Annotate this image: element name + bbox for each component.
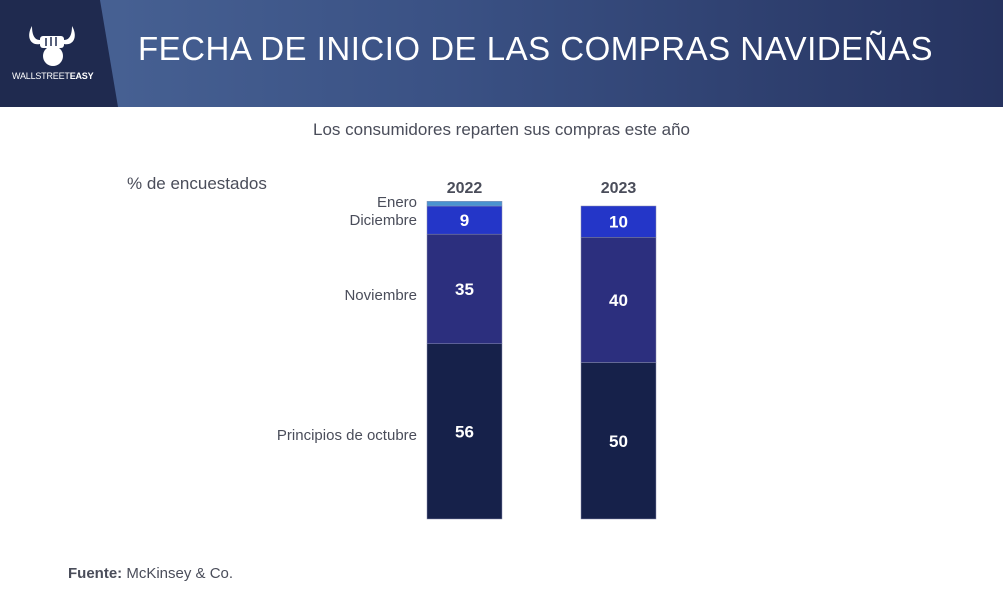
data-label: 10	[609, 213, 628, 232]
series-label: Principios de octubre	[277, 427, 417, 444]
y-axis-label: % de encuestados	[127, 174, 267, 193]
logo-text: WALLSTREETEASY	[12, 71, 94, 81]
bar-segment-2022-principios-de-octubre	[426, 343, 503, 520]
bull-fist-icon	[29, 26, 75, 66]
data-label: 56	[455, 422, 474, 441]
source-label: Fuente:	[68, 565, 123, 582]
logo: WALLSTREETEASY	[0, 0, 118, 107]
bar-segment-2023-noviembre	[580, 237, 657, 363]
data-label: 40	[609, 291, 628, 310]
source-note: Fuente: McKinsey & Co.	[68, 565, 233, 582]
series-label: Noviembre	[344, 287, 417, 304]
source-value: McKinsey & Co.	[126, 565, 234, 582]
chart-subtitle: Los consumidores reparten sus compras es…	[312, 120, 691, 139]
data-label: 35	[455, 280, 474, 299]
bar-segment-2023-diciembre	[580, 205, 657, 238]
category-label-2023: 2023	[601, 180, 637, 197]
bar-segment-2023-principios-de-octubre	[580, 362, 657, 520]
header-banner: WALLSTREETEASY FECHA DE INICIO DE LAS CO…	[0, 0, 1003, 107]
bar-segment-2022-enero	[426, 201, 503, 207]
data-label: 9	[460, 211, 469, 230]
data-label: 50	[609, 432, 628, 451]
series-label: Diciembre	[349, 212, 417, 229]
category-label-2022: 2022	[447, 180, 483, 197]
series-label: Enero	[377, 194, 417, 211]
bar-segment-2022-noviembre	[426, 233, 503, 344]
bar-segment-2022-diciembre	[426, 205, 503, 235]
page-title: FECHA DE INICIO DE LAS COMPRAS NAVIDEÑAS	[138, 30, 934, 67]
